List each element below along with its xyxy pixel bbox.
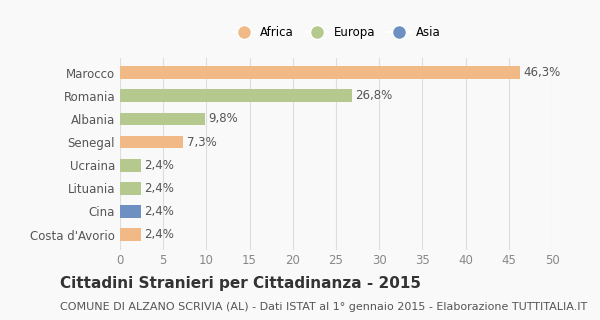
- Bar: [120, 113, 205, 125]
- Legend: Africa, Europa, Asia: Africa, Europa, Asia: [227, 21, 445, 44]
- Bar: [120, 205, 141, 218]
- Text: 9,8%: 9,8%: [208, 112, 238, 125]
- Bar: [120, 159, 141, 172]
- Bar: [120, 90, 352, 102]
- Bar: [120, 136, 183, 148]
- Bar: [120, 228, 141, 241]
- Text: COMUNE DI ALZANO SCRIVIA (AL) - Dati ISTAT al 1° gennaio 2015 - Elaborazione TUT: COMUNE DI ALZANO SCRIVIA (AL) - Dati IST…: [60, 302, 587, 312]
- Text: 26,8%: 26,8%: [355, 89, 392, 102]
- Text: 2,4%: 2,4%: [144, 159, 174, 172]
- Text: 2,4%: 2,4%: [144, 205, 174, 218]
- Text: 2,4%: 2,4%: [144, 182, 174, 195]
- Text: 46,3%: 46,3%: [523, 66, 561, 79]
- Bar: [120, 66, 520, 79]
- Bar: [120, 182, 141, 195]
- Text: Cittadini Stranieri per Cittadinanza - 2015: Cittadini Stranieri per Cittadinanza - 2…: [60, 276, 421, 291]
- Text: 2,4%: 2,4%: [144, 228, 174, 241]
- Text: 7,3%: 7,3%: [187, 136, 216, 148]
